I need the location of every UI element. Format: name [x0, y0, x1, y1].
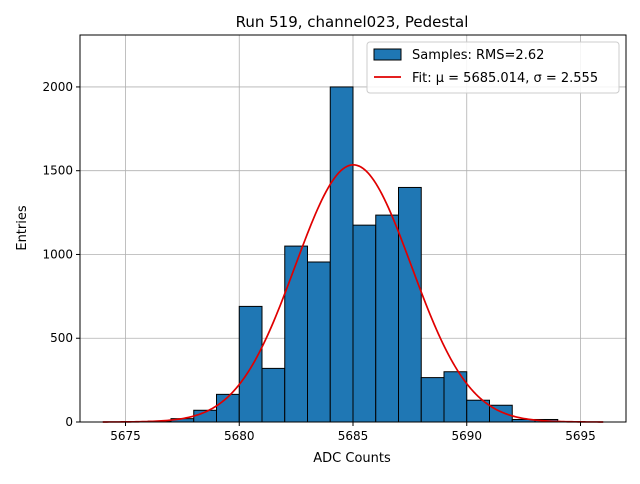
- legend-fit-label: Fit: μ = 5685.014, σ = 2.555: [412, 71, 598, 86]
- x-tick-label: 5690: [451, 429, 482, 443]
- y-tick-label: 1000: [42, 247, 73, 261]
- x-axis-label: ADC Counts: [313, 451, 391, 466]
- x-tick-label: 5695: [565, 429, 596, 443]
- histogram-bar: [307, 261, 331, 423]
- legend-histogram-swatch: [373, 48, 402, 61]
- y-axis-ticks: 0 500 1000 1500 2000: [42, 80, 80, 429]
- chart-title: Run 519, channel023, Pedestal: [236, 13, 469, 31]
- histogram-bar: [398, 186, 422, 423]
- histogram-bar: [261, 367, 286, 423]
- x-tick-label: 5680: [224, 429, 255, 443]
- histogram-bar: [329, 86, 354, 423]
- y-tick-label: 500: [50, 331, 73, 345]
- histogram-bar: [375, 214, 399, 423]
- y-tick-label: 2000: [42, 80, 73, 94]
- histogram-bar: [352, 224, 377, 423]
- histogram-bar: [284, 245, 308, 423]
- fit-curve: [102, 163, 604, 423]
- x-axis-ticks: 5675 5680 5685 5690 5695: [110, 422, 596, 443]
- legend-box: [366, 41, 620, 94]
- histogram-bar: [216, 393, 240, 423]
- y-tick-label: 0: [65, 415, 73, 429]
- y-axis-label: Entries: [15, 205, 30, 251]
- legend-histogram-label: Samples: RMS=2.62: [412, 48, 544, 63]
- x-tick-label: 5675: [110, 429, 141, 443]
- legend: Samples: RMS=2.62 Fit: μ = 5685.014, σ =…: [366, 41, 620, 94]
- x-tick-label: 5685: [338, 429, 369, 443]
- y-tick-label: 1500: [42, 164, 73, 178]
- histogram-bar: [420, 377, 445, 423]
- fit-curve-group: [102, 163, 604, 423]
- histogram-bar: [238, 305, 263, 423]
